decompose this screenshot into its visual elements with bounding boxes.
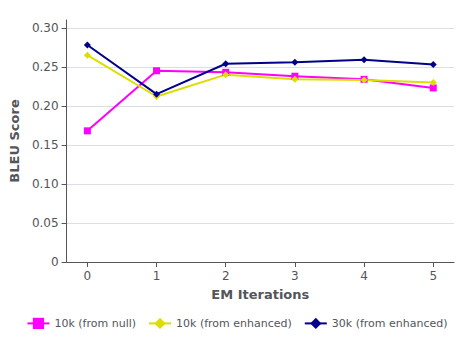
svg-text:3: 3 [291, 269, 299, 283]
svg-text:0: 0 [84, 269, 92, 283]
svg-text:EM Iterations: EM Iterations [211, 287, 309, 302]
svg-text:0.20: 0.20 [32, 99, 59, 113]
svg-text:0.10: 0.10 [32, 177, 59, 191]
svg-text:0.05: 0.05 [32, 216, 59, 230]
svg-text:5: 5 [429, 269, 437, 283]
svg-text:4: 4 [360, 269, 368, 283]
svg-text:BLEU Score: BLEU Score [7, 99, 22, 183]
svg-text:0.30: 0.30 [32, 21, 59, 35]
svg-text:10k (from enhanced): 10k (from enhanced) [176, 317, 292, 330]
svg-text:0.25: 0.25 [32, 60, 59, 74]
svg-text:30k (from enhanced): 30k (from enhanced) [332, 317, 448, 330]
svg-text:0: 0 [51, 255, 59, 269]
svg-text:10k (from null): 10k (from null) [54, 317, 136, 330]
svg-text:2: 2 [222, 269, 230, 283]
svg-text:1: 1 [153, 269, 161, 283]
svg-text:0.15: 0.15 [32, 138, 59, 152]
